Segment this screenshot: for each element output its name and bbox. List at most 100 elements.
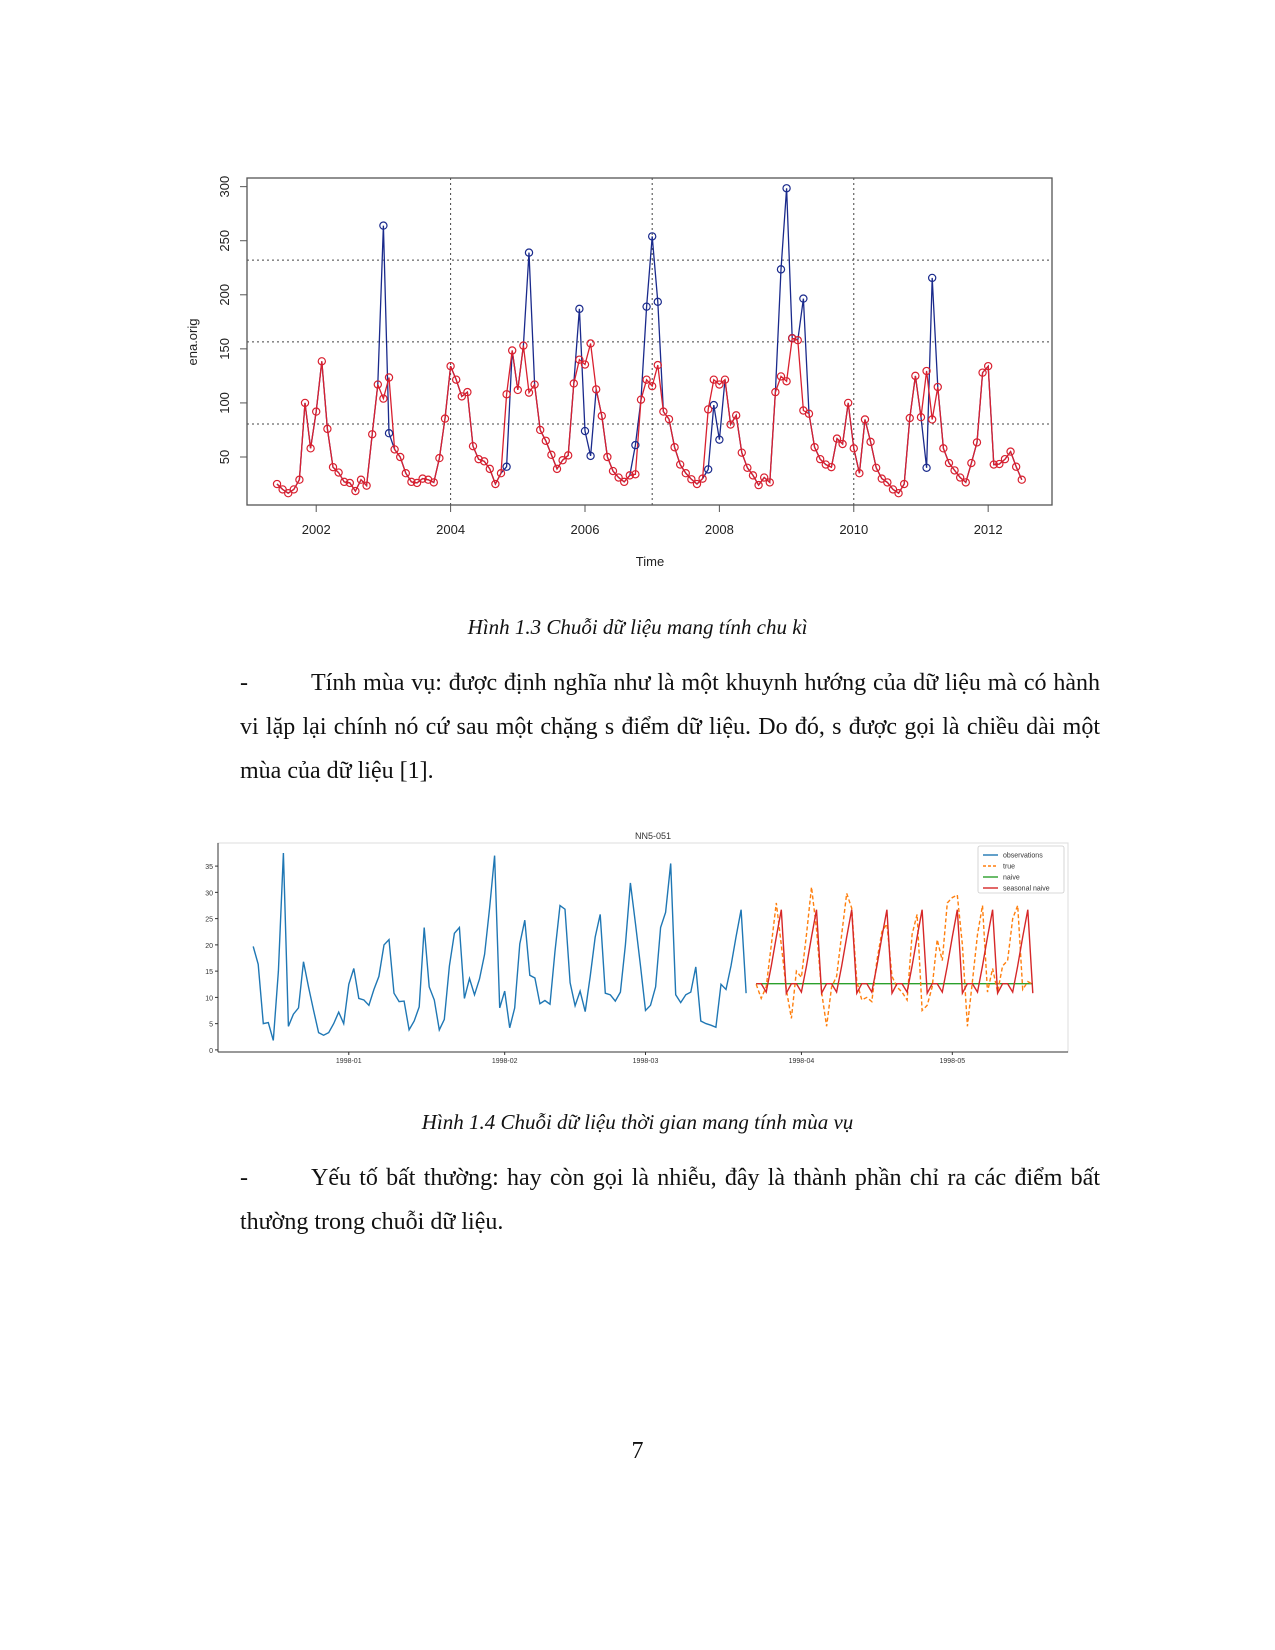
- cleaned-point: [726, 420, 735, 429]
- cleaned-point: [927, 415, 937, 424]
- cleaned-point: [295, 475, 304, 484]
- cleaned-point: [379, 394, 388, 403]
- cleaned-point: [323, 424, 332, 434]
- cleaned-point: [793, 336, 802, 345]
- cleaned-point: [519, 341, 528, 350]
- original-point: [631, 440, 640, 450]
- plot-frame: [217, 842, 1069, 1053]
- cleaned-point: [541, 436, 550, 445]
- y-tick-label: 300: [217, 176, 232, 198]
- cleaned-point: [614, 473, 623, 482]
- y-tick-label: 25: [205, 917, 213, 924]
- cleaned-point: [737, 448, 746, 457]
- cleaned-point: [412, 478, 422, 488]
- series-line-observations: [252, 852, 747, 1041]
- cleaned-point: [883, 478, 892, 487]
- cleaned-point: [407, 477, 416, 487]
- cleaned-point: [944, 458, 954, 468]
- cleaned-point: [513, 385, 522, 395]
- paragraph-seasonality: Tính mùa vụ: được định nghĩa như là một …: [240, 670, 1100, 784]
- cleaned-point: [922, 366, 931, 376]
- bullet-dash: -: [240, 670, 248, 696]
- cleaned-point: [328, 462, 338, 472]
- x-axis-label: Time: [636, 554, 664, 569]
- x-tick-label: 2008: [705, 522, 734, 537]
- cleaned-point: [681, 469, 690, 478]
- figure-1-4-caption: Hình 1.4 Chuỗi dữ liệu thời gian mang tí…: [421, 1110, 854, 1134]
- original-point: [799, 294, 808, 303]
- cleaned-point: [838, 439, 847, 449]
- cleaned-point: [843, 398, 853, 408]
- y-tick-label: 10: [205, 995, 213, 1002]
- cleaned-point: [916, 412, 926, 422]
- cleaned-point: [782, 377, 791, 386]
- cleaned-point: [715, 380, 724, 389]
- cleaned-point: [905, 413, 914, 423]
- x-tick-label: 2002: [302, 522, 331, 537]
- cleaned-point: [815, 454, 825, 464]
- x-tick-label: 2010: [839, 522, 868, 537]
- original-point: [709, 400, 718, 410]
- cleaned-point: [278, 485, 287, 494]
- cleaned-point: [429, 478, 439, 487]
- cleaned-point: [855, 469, 864, 478]
- original-point: [580, 426, 590, 436]
- figure-1-4-chart: NN5-051 0 5 10 15 20 25 30 35 1998-01 1998-02 1998-…: [205, 831, 1069, 1065]
- y-tick-label: 250: [217, 230, 232, 252]
- series-line-seasonal-naive: [756, 909, 1034, 996]
- y-tick-label: 20: [205, 943, 213, 950]
- original-point: [524, 248, 534, 257]
- series-line-true: [755, 887, 1034, 1027]
- cleaned-point: [670, 443, 679, 452]
- cleaned-point: [804, 409, 814, 418]
- original-point: [782, 184, 791, 193]
- cleaned-point: [558, 456, 567, 465]
- cleaned-point: [463, 387, 472, 397]
- cleaned-point: [743, 463, 752, 473]
- cleaned-point: [849, 444, 858, 453]
- cleaned-point: [961, 478, 970, 487]
- cleaned-point: [860, 415, 870, 424]
- cleaned-point: [771, 387, 780, 397]
- cleaned-point: [530, 380, 539, 389]
- cleaned-point: [563, 451, 573, 460]
- cleaned-point: [759, 473, 769, 482]
- original-point: [776, 265, 786, 274]
- legend: [977, 845, 1065, 894]
- cleaned-point: [748, 471, 758, 480]
- page-number: 7: [631, 1438, 644, 1464]
- cleaned-point: [967, 458, 976, 468]
- cleaned-point: [272, 479, 282, 489]
- cleaned-point: [664, 414, 674, 424]
- cleaned-point: [306, 444, 315, 453]
- cleaned-point: [418, 474, 427, 483]
- cleaned-point: [972, 438, 982, 447]
- cleaned-point: [631, 470, 640, 479]
- cleaned-point: [933, 382, 942, 392]
- cleaned-point: [468, 441, 478, 451]
- cleaned-point: [888, 485, 898, 494]
- cleaned-point: [659, 407, 668, 416]
- cleaned-point: [832, 434, 842, 443]
- x-tick-label: 1998-05: [939, 1058, 965, 1065]
- figure-1-3-caption: Hình 1.3 Chuỗi dữ liệu mang tính chu kì: [467, 615, 808, 639]
- cleaned-point: [871, 463, 881, 473]
- cleaned-point: [300, 398, 310, 408]
- x-tick-label: 2012: [974, 522, 1003, 537]
- cleaned-point: [535, 425, 545, 435]
- y-tick-label: 5: [209, 1022, 213, 1029]
- cleaned-point: [765, 478, 774, 487]
- original-point: [922, 463, 931, 473]
- cleaned-point: [362, 481, 371, 490]
- cleaned-point: [709, 375, 718, 384]
- cleaned-point: [345, 478, 355, 488]
- cleaned-point: [552, 464, 562, 474]
- cleaned-point: [474, 454, 483, 464]
- cleaned-point: [698, 474, 707, 483]
- cleaned-series-line: [276, 337, 1023, 495]
- cleaned-point: [384, 373, 394, 382]
- cleaned-point: [569, 379, 578, 388]
- cleaned-point: [284, 489, 293, 498]
- cleaned-point: [720, 375, 730, 384]
- cleaned-point: [289, 485, 299, 494]
